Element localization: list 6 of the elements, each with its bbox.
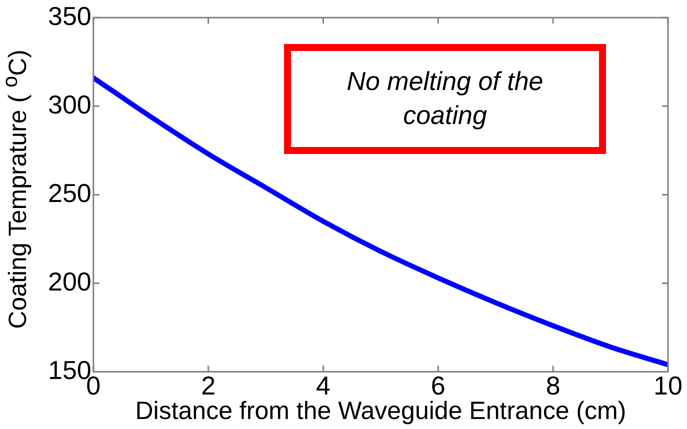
x-tick-label: 10 xyxy=(654,370,682,401)
note-box: No melting of the coating xyxy=(284,44,606,154)
y-tick-label: 250 xyxy=(48,178,92,208)
y-tick-label: 350 xyxy=(48,0,92,31)
y-tick-label: 200 xyxy=(48,266,92,296)
y-tick-label: 300 xyxy=(48,89,92,120)
